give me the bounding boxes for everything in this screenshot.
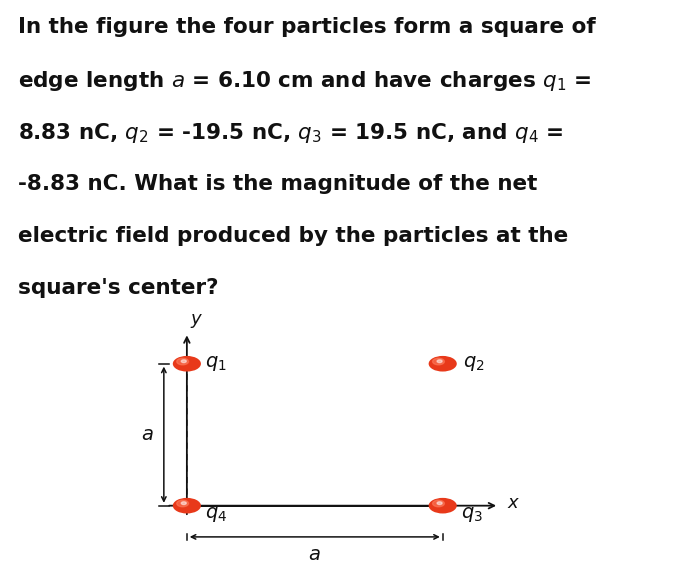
Text: $a$: $a$ bbox=[309, 545, 321, 564]
Text: electric field produced by the particles at the: electric field produced by the particles… bbox=[18, 226, 568, 246]
Circle shape bbox=[173, 356, 201, 372]
Text: $q_2$: $q_2$ bbox=[463, 354, 485, 373]
Circle shape bbox=[433, 500, 445, 507]
Circle shape bbox=[428, 498, 457, 513]
Text: $q_4$: $q_4$ bbox=[205, 505, 227, 524]
Circle shape bbox=[433, 358, 445, 365]
Text: $q_3$: $q_3$ bbox=[461, 505, 482, 524]
Text: $y$: $y$ bbox=[190, 312, 204, 329]
Circle shape bbox=[176, 500, 188, 507]
Circle shape bbox=[437, 360, 442, 363]
Circle shape bbox=[173, 498, 201, 513]
Text: $a$: $a$ bbox=[141, 425, 153, 444]
Text: 8.83 nC, $q_2$ = -19.5 nC, $q_3$ = 19.5 nC, and $q_4$ =: 8.83 nC, $q_2$ = -19.5 nC, $q_3$ = 19.5 … bbox=[18, 121, 564, 145]
Circle shape bbox=[176, 358, 188, 365]
Text: $q_1$: $q_1$ bbox=[205, 354, 227, 373]
Text: -8.83 nC. What is the magnitude of the net: -8.83 nC. What is the magnitude of the n… bbox=[18, 174, 537, 194]
Text: square's center?: square's center? bbox=[18, 278, 218, 298]
Text: edge length $a$ = 6.10 cm and have charges $q_1$ =: edge length $a$ = 6.10 cm and have charg… bbox=[18, 69, 591, 93]
Circle shape bbox=[428, 356, 457, 372]
Circle shape bbox=[437, 502, 442, 505]
Text: $x$: $x$ bbox=[507, 494, 520, 512]
Circle shape bbox=[181, 360, 186, 363]
Text: In the figure the four particles form a square of: In the figure the four particles form a … bbox=[18, 17, 595, 37]
Circle shape bbox=[181, 502, 186, 505]
